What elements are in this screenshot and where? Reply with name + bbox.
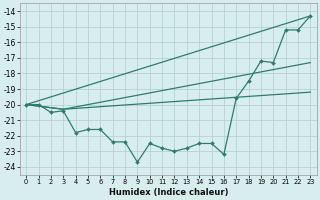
X-axis label: Humidex (Indice chaleur): Humidex (Indice chaleur) bbox=[108, 188, 228, 197]
